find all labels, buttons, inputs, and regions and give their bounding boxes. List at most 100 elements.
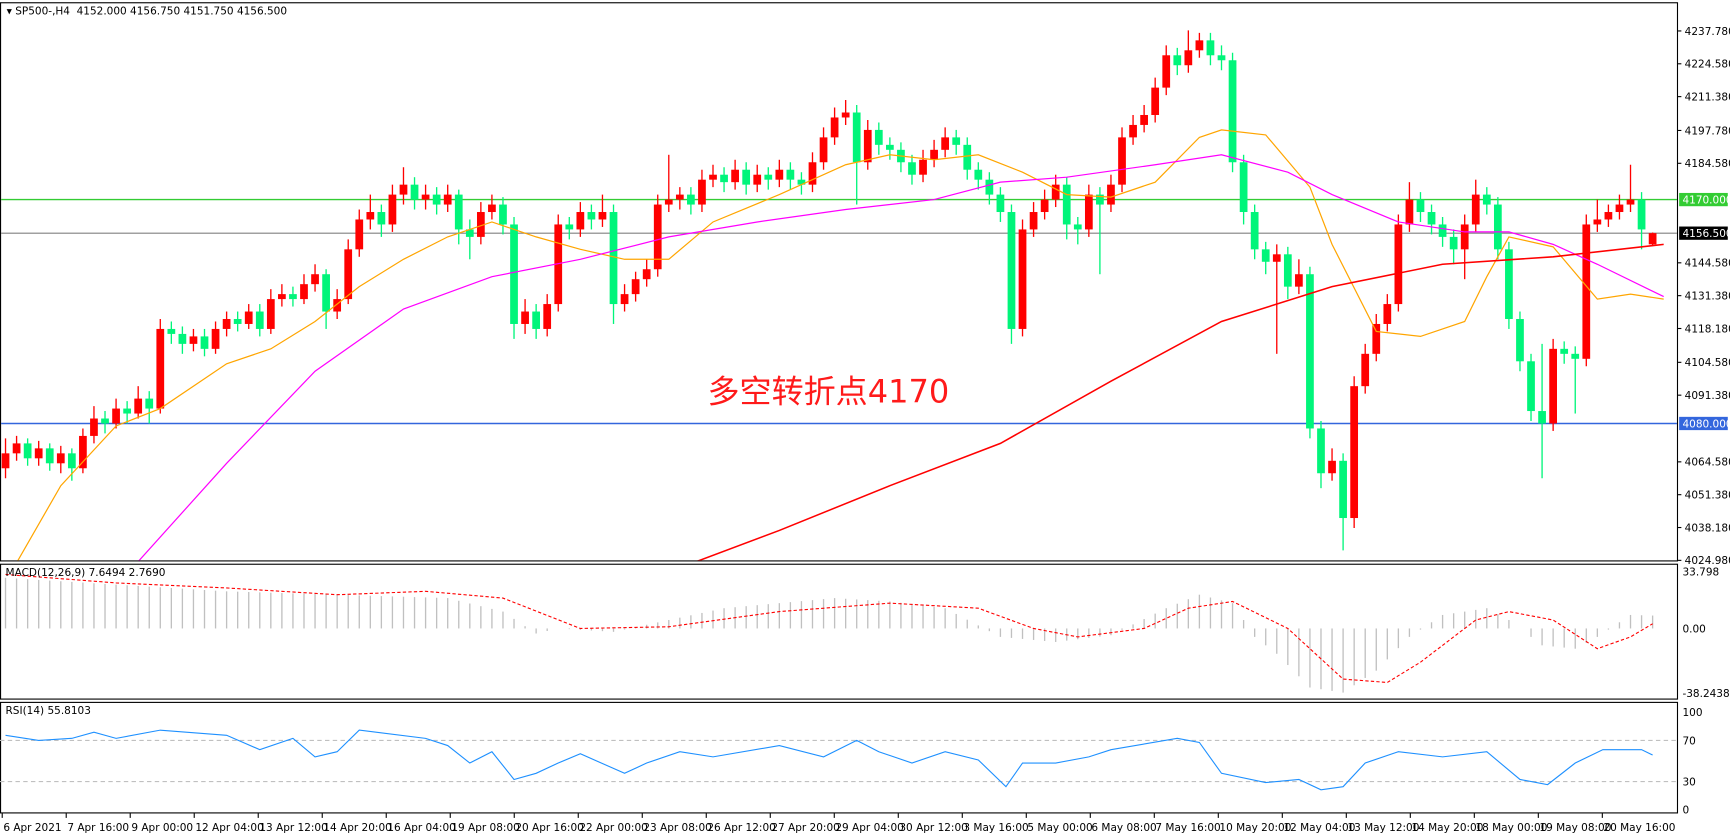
- candle-body: [1040, 199, 1049, 213]
- candle-body: [443, 194, 452, 205]
- candle-body: [222, 318, 231, 329]
- candle-body: [1460, 224, 1469, 250]
- candle-body: [1306, 274, 1314, 429]
- candle-body: [1350, 386, 1359, 519]
- candle-body: [1272, 254, 1281, 262]
- candle-body: [1317, 428, 1325, 474]
- candle-body: [1471, 194, 1480, 225]
- candle-body: [797, 179, 806, 185]
- candle-body: [841, 112, 850, 118]
- candle-body: [863, 129, 872, 163]
- candle-body: [687, 194, 695, 205]
- macd-tick-label: 0.00: [1682, 623, 1705, 635]
- price-plot: [1, 30, 1677, 561]
- candle-body: [90, 418, 98, 436]
- candle-body: [709, 174, 717, 180]
- price-tick-label: 4211.380: [1685, 91, 1730, 103]
- candle-body: [886, 144, 894, 150]
- candle-body: [1129, 124, 1137, 138]
- candle-body: [1339, 460, 1347, 519]
- price-tick-label: 4131.380: [1685, 291, 1730, 303]
- candle-body: [1261, 249, 1270, 262]
- candle-body: [145, 398, 154, 409]
- candle-body: [1560, 348, 1569, 354]
- candle-body: [532, 311, 541, 329]
- candle-body: [1007, 212, 1016, 329]
- price-tick-label: 4184.580: [1685, 158, 1730, 170]
- candle-body: [1239, 162, 1248, 213]
- candle-body: [499, 204, 507, 225]
- candle-body: [554, 224, 563, 305]
- candle-body: [56, 453, 65, 464]
- candle-body: [587, 212, 596, 220]
- candle-body: [996, 194, 1005, 213]
- candle-body: [1228, 60, 1237, 163]
- axes: 4237.780 4224.580 4211.380 4197.780 4184.580…: [1, 26, 1730, 834]
- candle-body: [421, 194, 430, 200]
- candle-body: [311, 274, 319, 285]
- macd-title: MACD(12,26,9) 7.6494 2.7690: [6, 567, 166, 579]
- price-tick-label: 4064.580: [1685, 457, 1730, 469]
- price-tick-label: 4224.580: [1685, 59, 1730, 71]
- macd-signal-line: [5, 573, 1653, 684]
- candle-body: [101, 418, 109, 424]
- candle-body: [1162, 55, 1171, 88]
- time-tick-label: 12 May 04:00: [1283, 822, 1355, 834]
- time-tick-label: 14 May 20:00: [1411, 822, 1483, 834]
- candle-body: [1549, 348, 1557, 424]
- candle-body: [985, 179, 994, 195]
- candle-body: [1482, 194, 1491, 205]
- candle-body: [1493, 204, 1502, 250]
- candle-body: [1184, 50, 1193, 66]
- rsi-tick-label: 30: [1682, 776, 1695, 788]
- candle-body: [377, 212, 386, 225]
- candle-body: [1283, 254, 1292, 287]
- candle-body: [1394, 224, 1403, 305]
- candle-body: [112, 408, 120, 424]
- candle-body: [289, 294, 297, 300]
- macd-pane[interactable]: [4, 573, 1654, 693]
- time-tick-label: 20 May 16:00: [1603, 822, 1675, 834]
- candle-body: [1416, 199, 1425, 213]
- time-tick-label: 6 May 08:00: [1091, 822, 1156, 834]
- candle-body: [1250, 212, 1259, 250]
- candle-body: [565, 224, 574, 230]
- candle-body: [1062, 184, 1071, 225]
- time-tick-label: 7 May 16:00: [1155, 822, 1220, 834]
- candle-body: [1140, 114, 1148, 125]
- candle-body: [720, 174, 728, 183]
- price-tick-label: 4104.580: [1685, 357, 1730, 369]
- candle-body: [300, 284, 308, 300]
- candle-body: [1029, 212, 1038, 230]
- candle-body: [488, 204, 496, 213]
- candle-body: [476, 212, 485, 237]
- candle-body: [1604, 212, 1613, 220]
- candle-body: [123, 408, 131, 414]
- candle-body: [1626, 199, 1635, 205]
- candle-body: [388, 194, 397, 225]
- candle-body: [1118, 137, 1126, 185]
- candle-body: [731, 169, 739, 183]
- candle-body: [952, 137, 961, 145]
- candle-body: [322, 274, 330, 312]
- candle-body: [543, 304, 552, 329]
- candle-body: [1571, 353, 1580, 359]
- time-tick-label: 12 Apr 04:00: [195, 822, 263, 834]
- price-pane[interactable]: [0, 30, 1678, 562]
- candle-body: [244, 311, 253, 324]
- moving-average-line: [697, 243, 1664, 561]
- moving-average-line: [17, 129, 1664, 561]
- candle-body: [609, 212, 618, 305]
- pane-frames: [0, 2, 1679, 814]
- rsi-pane[interactable]: [0, 729, 1679, 791]
- candle-body: [454, 194, 463, 230]
- candle-body: [1505, 249, 1513, 319]
- time-tick-label: 16 Apr 04:00: [387, 822, 455, 834]
- candle-body: [775, 169, 784, 180]
- candle-body: [698, 179, 706, 205]
- collapse-triangle-icon[interactable]: ▾: [7, 5, 16, 17]
- price-level-label: 4170.000: [1682, 194, 1730, 206]
- candle-body: [974, 169, 983, 180]
- time-tick-label: 13 May 12:00: [1347, 822, 1419, 834]
